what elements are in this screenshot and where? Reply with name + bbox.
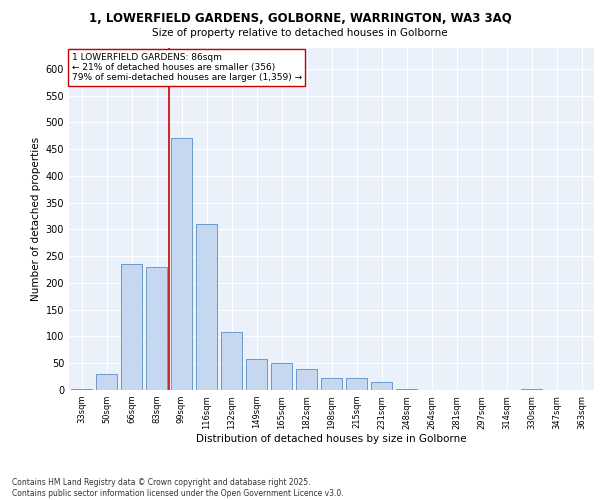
Bar xyxy=(271,363,292,390)
Text: Size of property relative to detached houses in Golborne: Size of property relative to detached ho… xyxy=(152,28,448,38)
Bar xyxy=(71,389,92,390)
Bar xyxy=(321,378,342,390)
Bar xyxy=(521,389,542,390)
Text: 1 LOWERFIELD GARDENS: 86sqm
← 21% of detached houses are smaller (356)
79% of se: 1 LOWERFIELD GARDENS: 86sqm ← 21% of det… xyxy=(71,52,302,82)
Bar xyxy=(246,360,267,390)
Bar xyxy=(396,389,417,390)
Y-axis label: Number of detached properties: Number of detached properties xyxy=(31,136,41,301)
Bar xyxy=(121,264,142,390)
Bar xyxy=(196,224,217,390)
X-axis label: Distribution of detached houses by size in Golborne: Distribution of detached houses by size … xyxy=(196,434,467,444)
Bar xyxy=(146,267,167,390)
Bar xyxy=(346,378,367,390)
Bar xyxy=(96,374,117,390)
Bar xyxy=(371,382,392,390)
Text: Contains HM Land Registry data © Crown copyright and database right 2025.
Contai: Contains HM Land Registry data © Crown c… xyxy=(12,478,344,498)
Bar xyxy=(296,368,317,390)
Text: 1, LOWERFIELD GARDENS, GOLBORNE, WARRINGTON, WA3 3AQ: 1, LOWERFIELD GARDENS, GOLBORNE, WARRING… xyxy=(89,12,511,26)
Bar xyxy=(171,138,192,390)
Bar xyxy=(221,332,242,390)
